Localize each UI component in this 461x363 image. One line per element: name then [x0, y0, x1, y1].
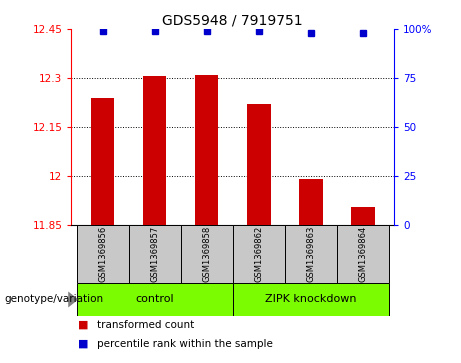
Bar	[233, 283, 389, 316]
Text: GSM1369862: GSM1369862	[254, 226, 263, 282]
Bar	[77, 283, 233, 316]
Bar	[181, 225, 233, 283]
Bar	[129, 225, 181, 283]
Title: GDS5948 / 7919751: GDS5948 / 7919751	[162, 14, 303, 28]
Text: ■: ■	[78, 339, 89, 349]
Text: percentile rank within the sample: percentile rank within the sample	[97, 339, 273, 349]
Text: GSM1369864: GSM1369864	[358, 226, 367, 282]
Bar	[233, 225, 285, 283]
Text: ZIPK knockdown: ZIPK knockdown	[265, 294, 357, 305]
Bar	[299, 179, 323, 225]
Bar	[285, 225, 337, 283]
Text: GSM1369857: GSM1369857	[150, 226, 159, 282]
Text: GSM1369858: GSM1369858	[202, 226, 211, 282]
Bar	[351, 207, 375, 225]
Text: ■: ■	[78, 320, 89, 330]
Text: GSM1369856: GSM1369856	[98, 226, 107, 282]
Bar	[91, 98, 114, 225]
Bar	[195, 75, 219, 225]
Text: transformed count: transformed count	[97, 320, 194, 330]
Bar	[77, 225, 129, 283]
Bar	[143, 76, 166, 225]
Bar	[337, 225, 389, 283]
Text: genotype/variation: genotype/variation	[5, 294, 104, 305]
Text: GSM1369863: GSM1369863	[307, 226, 315, 282]
Bar	[247, 104, 271, 225]
Text: control: control	[136, 294, 174, 305]
